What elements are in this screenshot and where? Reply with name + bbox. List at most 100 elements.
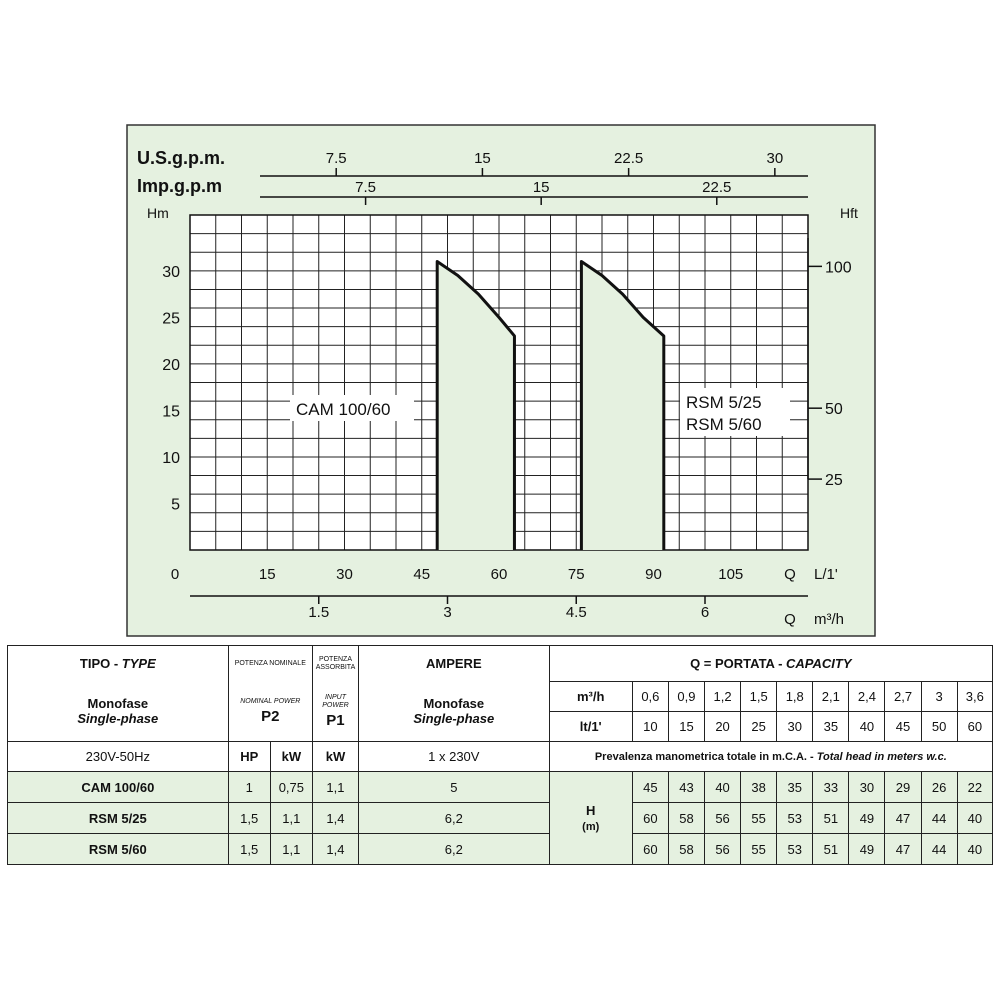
ampere-supply: 1 x 230V bbox=[358, 741, 550, 772]
y-right-tick-label: 50 bbox=[825, 401, 843, 418]
unit-hp: HP bbox=[227, 741, 271, 772]
flow-lt-cell: 20 bbox=[704, 711, 742, 742]
flow-lt-cell: 30 bbox=[776, 711, 814, 742]
head-cell: 55 bbox=[740, 833, 778, 865]
y-right-tick-label: 100 bbox=[825, 259, 852, 276]
flow-m3h-cell: 0,9 bbox=[667, 681, 706, 712]
p1-header-it: POTENZA ASSORBITA bbox=[311, 645, 360, 682]
hp-cell: 1,5 bbox=[227, 802, 271, 834]
flow-m3h-cell: 2,4 bbox=[848, 681, 886, 712]
unit-kw-p1: kW bbox=[311, 741, 360, 772]
head-cell: 47 bbox=[884, 802, 922, 834]
y-tick-label: 25 bbox=[162, 310, 180, 327]
head-cell: 40 bbox=[704, 771, 742, 803]
hp-cell: 1,5 bbox=[227, 833, 271, 865]
x-tick-label: 15 bbox=[259, 566, 276, 583]
amp-cell: 6,2 bbox=[358, 802, 550, 834]
us-axis-label: U.S.g.p.m. bbox=[137, 148, 225, 168]
flow-m3h-cell: 3,6 bbox=[956, 681, 994, 712]
head-cell: 47 bbox=[884, 833, 922, 865]
series-area bbox=[437, 261, 515, 550]
us-tick-label: 22.5 bbox=[614, 150, 643, 167]
us-tick-label: 15 bbox=[474, 150, 491, 167]
x2-tick-label: 6 bbox=[701, 604, 709, 621]
x-axis-label: Q bbox=[784, 566, 796, 583]
head-cell: 44 bbox=[920, 802, 958, 834]
x-axis-unit: L/1' bbox=[814, 566, 838, 583]
head-cell: 55 bbox=[740, 802, 778, 834]
kw2-cell: 1,1 bbox=[269, 802, 313, 834]
series-line bbox=[579, 260, 666, 550]
p2-header-it: POTENZA NOMINALE bbox=[227, 645, 313, 682]
head-cell: 58 bbox=[667, 833, 706, 865]
head-cell: 53 bbox=[776, 802, 814, 834]
amp-cell: 5 bbox=[358, 771, 550, 803]
x-tick-label: 30 bbox=[336, 566, 353, 583]
head-note: Prevalenza manometrica totale in m.C.A. … bbox=[548, 741, 994, 772]
h-label: H (m) bbox=[548, 771, 633, 865]
flow-m3h-cell: 2,1 bbox=[812, 681, 850, 712]
ampere-monofase: Monofase Single-phase bbox=[358, 681, 550, 742]
p1-header-en: INPUT POWER P1 bbox=[311, 681, 360, 742]
head-cell: 60 bbox=[631, 833, 669, 865]
imp-axis-label: Imp.g.p.m bbox=[137, 176, 222, 196]
y-tick-label: 10 bbox=[162, 450, 180, 467]
unit-m3h: m³/h bbox=[548, 681, 633, 712]
flow-m3h-cell: 1,8 bbox=[776, 681, 814, 712]
head-cell: 60 bbox=[631, 802, 669, 834]
x2-tick-label: 3 bbox=[443, 604, 451, 621]
x2-axis-label: Q bbox=[784, 611, 796, 628]
head-cell: 45 bbox=[631, 771, 669, 803]
head-cell: 56 bbox=[704, 833, 742, 865]
chart-svg: 5 10 15 20 25 30 Hm Hft 25 50 100 0 15 30 45 60 75 90 105 Q… bbox=[126, 124, 876, 637]
head-cell: 29 bbox=[884, 771, 922, 803]
capacity-header: Q = PORTATA - CAPACITY bbox=[548, 645, 994, 682]
head-cell: 44 bbox=[920, 833, 958, 865]
model-cell: RSM 5/25 bbox=[7, 802, 229, 834]
x2-tick-label: 1.5 bbox=[308, 604, 329, 621]
head-cell: 38 bbox=[740, 771, 778, 803]
unit-kw-p2: kW bbox=[269, 741, 313, 772]
imp-tick-label: 7.5 bbox=[355, 179, 376, 196]
y-tick-label: 5 bbox=[171, 496, 180, 513]
series-area bbox=[581, 261, 664, 550]
x-tick-label: 90 bbox=[645, 566, 662, 583]
imp-tick-label: 22.5 bbox=[702, 179, 731, 196]
head-cell: 35 bbox=[776, 771, 814, 803]
head-cell: 56 bbox=[704, 802, 742, 834]
head-cell: 53 bbox=[776, 833, 814, 865]
flow-lt-cell: 60 bbox=[956, 711, 994, 742]
unit-lt: lt/1' bbox=[548, 711, 633, 742]
kw1-cell: 1,4 bbox=[311, 802, 360, 834]
flow-lt-cell: 25 bbox=[740, 711, 778, 742]
cam-curve-label: CAM 100/60 bbox=[296, 400, 391, 419]
voltage-label: 230V-50Hz bbox=[7, 741, 229, 772]
y-right-label: Hft bbox=[840, 205, 858, 221]
head-cell: 51 bbox=[812, 833, 850, 865]
flow-lt-cell: 35 bbox=[812, 711, 850, 742]
kw1-cell: 1,1 bbox=[311, 771, 360, 803]
x-tick-label: 0 bbox=[171, 566, 179, 583]
x-tick-label: 75 bbox=[568, 566, 585, 583]
rsm-curve-label-2: RSM 5/60 bbox=[686, 415, 762, 434]
flow-lt-cell: 15 bbox=[667, 711, 706, 742]
y-right-tick-label: 25 bbox=[825, 472, 843, 489]
head-cell: 30 bbox=[848, 771, 886, 803]
flow-m3h-cell: 1,2 bbox=[704, 681, 742, 712]
x-tick-label: 45 bbox=[413, 566, 430, 583]
flow-m3h-cell: 1,5 bbox=[740, 681, 778, 712]
kw2-cell: 1,1 bbox=[269, 833, 313, 865]
head-cell: 49 bbox=[848, 833, 886, 865]
x2-tick-label: 4.5 bbox=[566, 604, 587, 621]
head-cell: 51 bbox=[812, 802, 850, 834]
flow-lt-cell: 50 bbox=[920, 711, 958, 742]
type-header: TIPO - TYPE bbox=[7, 645, 229, 682]
head-cell: 49 bbox=[848, 802, 886, 834]
head-cell: 58 bbox=[667, 802, 706, 834]
x2-axis-unit: m³/h bbox=[814, 611, 844, 628]
us-tick-label: 7.5 bbox=[326, 150, 347, 167]
flow-m3h-cell: 2,7 bbox=[884, 681, 922, 712]
head-cell: 40 bbox=[956, 802, 994, 834]
x-tick-label: 60 bbox=[491, 566, 508, 583]
model-cell: RSM 5/60 bbox=[7, 833, 229, 865]
